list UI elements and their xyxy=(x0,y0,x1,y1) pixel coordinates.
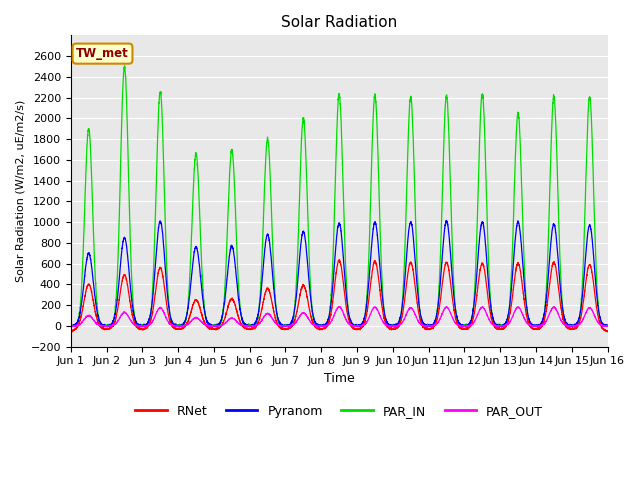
RNet xyxy=(67,329,75,335)
RNet xyxy=(554,282,562,288)
PAR_OUT xyxy=(403,310,411,316)
RNet xyxy=(575,320,583,326)
Line: PAR_OUT: PAR_OUT xyxy=(71,307,607,326)
Pyranom xyxy=(273,307,280,312)
Pyranom xyxy=(67,323,75,329)
RNet xyxy=(604,328,611,334)
RNet xyxy=(403,278,411,284)
PAR_OUT xyxy=(68,323,76,329)
Pyranom xyxy=(403,252,410,258)
PAR_OUT xyxy=(552,306,559,312)
RNet xyxy=(552,264,559,270)
PAR_OUT xyxy=(131,322,139,328)
PAR_IN xyxy=(554,196,562,202)
Title: Solar Radiation: Solar Radiation xyxy=(281,15,397,30)
Text: TW_met: TW_met xyxy=(76,47,129,60)
PAR_IN xyxy=(67,323,75,329)
Y-axis label: Solar Radiation (W/m2, uE/m2/s): Solar Radiation (W/m2, uE/m2/s) xyxy=(15,100,25,282)
Legend: RNet, Pyranom, PAR_IN, PAR_OUT: RNet, Pyranom, PAR_IN, PAR_OUT xyxy=(131,400,548,423)
Line: RNet: RNet xyxy=(71,260,607,332)
PAR_IN xyxy=(131,316,139,322)
PAR_IN xyxy=(552,117,559,122)
PAR_IN xyxy=(403,181,411,187)
PAR_OUT xyxy=(335,304,342,310)
X-axis label: Time: Time xyxy=(324,372,355,385)
Pyranom xyxy=(131,315,139,321)
PAR_OUT xyxy=(604,323,611,329)
Line: PAR_IN: PAR_IN xyxy=(71,66,607,326)
RNet xyxy=(273,318,280,324)
RNet xyxy=(131,322,139,327)
RNet xyxy=(67,328,75,334)
PAR_OUT xyxy=(273,321,280,327)
Pyranom xyxy=(604,323,611,328)
RNet xyxy=(335,257,343,263)
PAR_IN xyxy=(121,63,129,69)
Pyranom xyxy=(554,255,562,261)
PAR_IN xyxy=(273,309,280,314)
PAR_OUT xyxy=(554,311,562,316)
Pyranom xyxy=(552,228,559,233)
PAR_IN xyxy=(67,323,75,328)
Line: Pyranom: Pyranom xyxy=(71,220,607,326)
PAR_IN xyxy=(575,315,583,321)
PAR_IN xyxy=(604,323,611,329)
Pyranom xyxy=(575,316,583,322)
Pyranom xyxy=(442,217,450,223)
PAR_OUT xyxy=(575,322,583,327)
PAR_OUT xyxy=(67,323,75,329)
